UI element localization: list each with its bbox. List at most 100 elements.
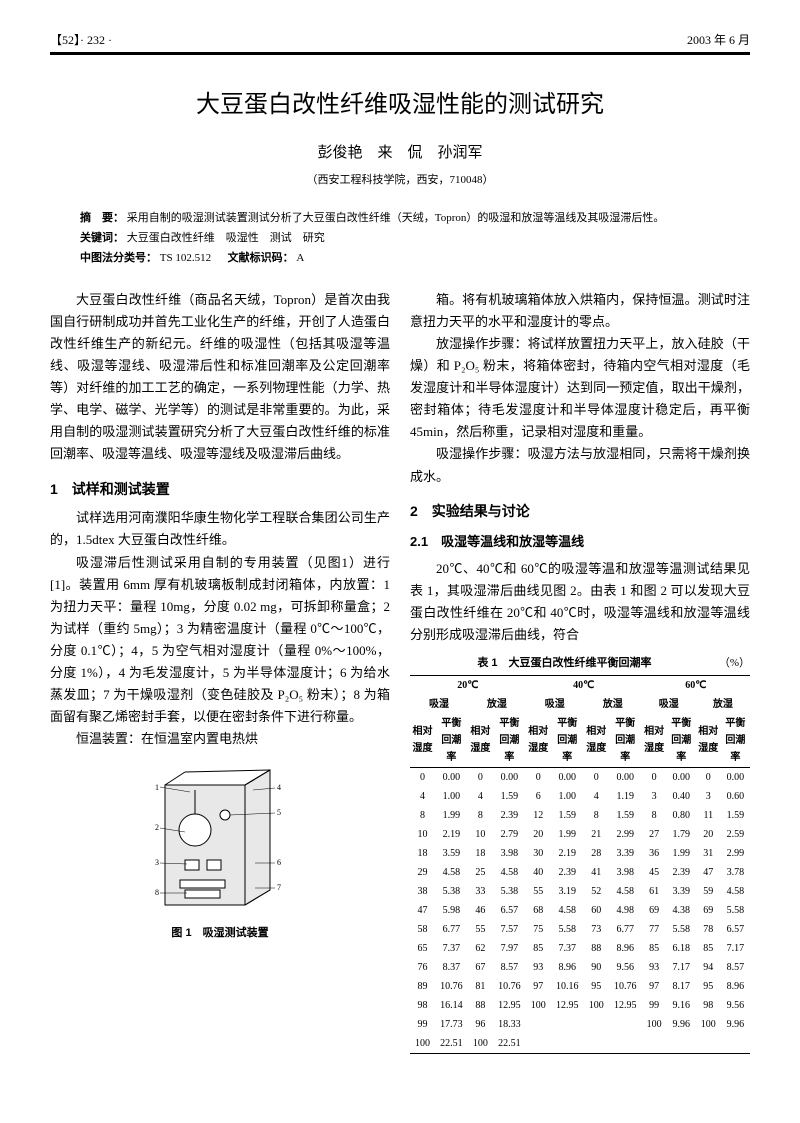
table-cell: 100 xyxy=(696,1015,721,1034)
s1-p6: 吸湿操作步骤：吸湿方法与放湿相同，只需将干燥剂换成水。 xyxy=(410,443,750,487)
table-cell: 59 xyxy=(696,882,721,901)
table-cell: 68 xyxy=(526,901,551,920)
table-cell: 1.99 xyxy=(667,844,696,863)
table-cell: 58 xyxy=(410,920,435,939)
table-cell: 18 xyxy=(468,844,493,863)
table-cell: 0.00 xyxy=(551,767,584,787)
table-row: 183.59183.98302.19283.39361.99312.99 xyxy=(410,844,750,863)
table-row: 475.98466.57684.58604.98694.38695.58 xyxy=(410,901,750,920)
table-cell: 100 xyxy=(642,1015,667,1034)
table-cell: 4.58 xyxy=(609,882,642,901)
table-cell: 0 xyxy=(468,767,493,787)
table-row: 8910.768110.769710.169510.76978.17958.96 xyxy=(410,977,750,996)
table-cell: 62 xyxy=(468,939,493,958)
table-cell: 100 xyxy=(584,996,609,1015)
table-cell: 36 xyxy=(642,844,667,863)
table-cell: 67 xyxy=(468,958,493,977)
th-xi: 吸湿 xyxy=(410,695,468,714)
table-cell: 81 xyxy=(468,977,493,996)
s21-p1: 20℃、40℃和 60℃的吸湿等温和放湿等温测试结果见表 1，其吸湿滞后曲线见图… xyxy=(410,558,750,646)
table-row: 294.58254.58402.39413.98452.39473.78 xyxy=(410,863,750,882)
table-cell: 2.39 xyxy=(493,806,526,825)
header-left: 【52】· 232 · xyxy=(50,30,112,50)
table-row: 10022.5110022.51 xyxy=(410,1034,750,1054)
table-cell: 47 xyxy=(410,901,435,920)
abstract-text: 采用自制的吸湿测试装置测试分析了大豆蛋白改性纤维（天绒，Topron）的吸湿和放… xyxy=(127,212,665,224)
th-rh: 相对湿度 xyxy=(526,714,551,768)
table-cell: 21 xyxy=(584,825,609,844)
table-cell: 12 xyxy=(526,806,551,825)
s1-p1: 试样选用河南濮阳华康生物化学工程联合集团公司生产的，1.5dtex 大豆蛋白改性… xyxy=(50,507,390,551)
table-cell: 4.38 xyxy=(667,901,696,920)
doc-code: A xyxy=(296,252,304,264)
table-cell: 0.00 xyxy=(609,767,642,787)
table-cell: 4.58 xyxy=(551,901,584,920)
table-cell: 9.96 xyxy=(721,1015,750,1034)
table-cell: 89 xyxy=(410,977,435,996)
table-cell: 0.60 xyxy=(721,787,750,806)
table-cell: 10.16 xyxy=(551,977,584,996)
table-cell xyxy=(609,1015,642,1034)
svg-text:2: 2 xyxy=(155,823,159,832)
table-cell: 3.78 xyxy=(721,863,750,882)
table-cell: 4.58 xyxy=(435,863,468,882)
table-cell: 95 xyxy=(696,977,721,996)
table-cell: 8.96 xyxy=(609,939,642,958)
table-cell: 9.96 xyxy=(667,1015,696,1034)
table-cell: 5.98 xyxy=(435,901,468,920)
keywords: 大豆蛋白改性纤维 吸湿性 测试 研究 xyxy=(127,232,325,244)
table-cell: 9.16 xyxy=(667,996,696,1015)
table-cell: 20 xyxy=(526,825,551,844)
table-cell: 8.57 xyxy=(721,958,750,977)
table-cell: 12.95 xyxy=(551,996,584,1015)
s1-p2: 吸湿滞后性测试采用自制的专用装置（见图1）进行[1]。装置用 6mm 厚有机玻璃… xyxy=(50,552,390,729)
table-cell: 0 xyxy=(410,767,435,787)
affiliation: （西安工程科技学院，西安，710048） xyxy=(50,171,750,190)
table-cell: 4 xyxy=(410,787,435,806)
table-cell: 4.58 xyxy=(493,863,526,882)
table-cell: 1.59 xyxy=(551,806,584,825)
table-row: 768.37678.57938.96909.56937.17948.57 xyxy=(410,958,750,977)
th-regain: 平衡回潮率 xyxy=(609,714,642,768)
table-cell: 96 xyxy=(468,1015,493,1034)
table-cell: 11 xyxy=(696,806,721,825)
table-cell: 18.33 xyxy=(493,1015,526,1034)
table-cell: 1.99 xyxy=(435,806,468,825)
table-cell: 12.95 xyxy=(609,996,642,1015)
table-cell xyxy=(667,1034,696,1054)
table-cell: 93 xyxy=(642,958,667,977)
header-right: 2003 年 6 月 xyxy=(687,30,750,50)
table-cell: 9.56 xyxy=(721,996,750,1015)
table-cell: 90 xyxy=(584,958,609,977)
table1-caption: 表 1 大豆蛋白改性纤维平衡回潮率 xyxy=(477,657,651,669)
th-xi2: 吸湿 xyxy=(526,695,584,714)
table-cell: 100 xyxy=(410,1034,435,1054)
table-cell: 8.96 xyxy=(551,958,584,977)
table-cell xyxy=(551,1015,584,1034)
table-cell: 0 xyxy=(696,767,721,787)
table-cell: 1.99 xyxy=(551,825,584,844)
table-cell: 27 xyxy=(642,825,667,844)
table-cell: 40 xyxy=(526,863,551,882)
table-cell: 38 xyxy=(410,882,435,901)
table-cell: 3.98 xyxy=(609,863,642,882)
table-cell: 8.96 xyxy=(721,977,750,996)
table-row: 00.0000.0000.0000.0000.0000.00 xyxy=(410,767,750,787)
table-cell: 0 xyxy=(584,767,609,787)
s2-heading: 2 实验结果与讨论 xyxy=(410,500,750,524)
table-cell: 45 xyxy=(642,863,667,882)
table-cell: 65 xyxy=(410,939,435,958)
table-cell: 0.80 xyxy=(667,806,696,825)
table-cell: 2.39 xyxy=(551,863,584,882)
table-cell: 22.51 xyxy=(493,1034,526,1054)
table-cell: 29 xyxy=(410,863,435,882)
table-cell: 2.19 xyxy=(551,844,584,863)
th-regain: 平衡回潮率 xyxy=(667,714,696,768)
s21-heading: 2.1 吸湿等温线和放湿等温线 xyxy=(410,531,750,553)
s1-p3: 恒温装置：在恒温室内置电热烘 xyxy=(50,728,390,750)
table-cell: 69 xyxy=(642,901,667,920)
table-cell: 88 xyxy=(468,996,493,1015)
table1-unit: （%） xyxy=(719,654,750,673)
table-cell: 4 xyxy=(584,787,609,806)
table-cell: 20 xyxy=(696,825,721,844)
